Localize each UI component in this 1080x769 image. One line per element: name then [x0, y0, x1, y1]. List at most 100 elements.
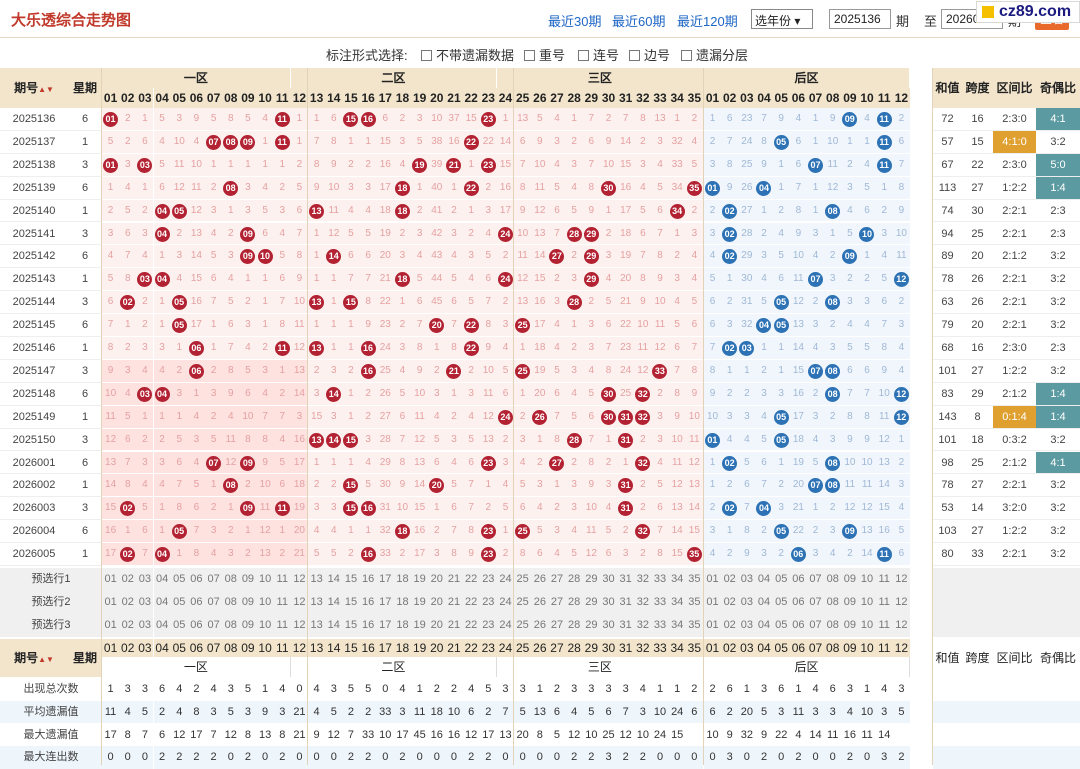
nav-recent-30[interactable]: 最近30期 [548, 14, 602, 29]
preselect-number[interactable]: 20 [428, 613, 446, 637]
preselect-number[interactable]: 31 [617, 613, 635, 637]
preselect-number[interactable]: 08 [824, 590, 842, 614]
preselect-number[interactable]: 23 [479, 590, 497, 614]
preselect-number[interactable]: 28 [565, 613, 583, 637]
preselect-number[interactable]: 08 [824, 568, 842, 591]
preselect-number[interactable]: 11 [875, 613, 893, 637]
preselect-number[interactable]: 06 [789, 590, 807, 614]
checkbox-icon[interactable] [578, 50, 589, 61]
preselect-number[interactable]: 30 [599, 590, 618, 614]
preselect-number[interactable]: 17 [376, 590, 394, 614]
preselect-number[interactable]: 05 [772, 568, 790, 591]
preselect-number[interactable]: 02 [721, 590, 739, 614]
preselect-number[interactable]: 16 [359, 613, 377, 637]
preselect-number[interactable]: 24 [496, 613, 515, 637]
preselect-number[interactable]: 16 [359, 568, 377, 591]
preselect-number[interactable]: 12 [290, 568, 309, 591]
preselect-number[interactable]: 02 [721, 568, 739, 591]
preselect-number[interactable]: 24 [496, 568, 515, 591]
preselect-number[interactable]: 33 [651, 590, 669, 614]
preselect-number[interactable]: 07 [806, 590, 825, 614]
preselect-number[interactable]: 04 [153, 613, 171, 637]
preselect-number[interactable]: 18 [393, 568, 412, 591]
preselect-number[interactable]: 13 [308, 568, 326, 591]
preselect-number[interactable]: 02 [119, 568, 137, 591]
preselect-number[interactable]: 10 [858, 613, 876, 637]
preselect-number[interactable]: 21 [445, 590, 463, 614]
preselect-number[interactable]: 01 [102, 568, 120, 591]
preselect-number[interactable]: 04 [153, 568, 171, 591]
preselect-number[interactable]: 30 [599, 568, 618, 591]
preselect-number[interactable]: 12 [290, 590, 309, 614]
preselect-number[interactable]: 12 [892, 613, 910, 637]
preselect-number[interactable]: 34 [668, 613, 686, 637]
preselect-number[interactable]: 25 [514, 568, 532, 591]
preselect-number[interactable]: 29 [582, 590, 600, 614]
preselect-number[interactable]: 29 [582, 568, 600, 591]
preselect-number[interactable]: 06 [187, 568, 205, 591]
preselect-number[interactable]: 04 [755, 568, 773, 591]
preselect-number[interactable]: 07 [205, 613, 223, 637]
preselect-number[interactable]: 03 [738, 613, 756, 637]
option-consecutive[interactable]: 连号 [578, 45, 619, 64]
preselect-number[interactable]: 20 [428, 590, 446, 614]
preselect-number[interactable]: 15 [342, 568, 360, 591]
preselect-number[interactable]: 03 [136, 590, 154, 614]
preselect-number[interactable]: 32 [634, 613, 652, 637]
preselect-number[interactable]: 21 [445, 568, 463, 591]
preselect-number[interactable]: 01 [703, 568, 722, 591]
checkbox-icon[interactable] [524, 50, 535, 61]
preselect-number[interactable]: 26 [531, 568, 549, 591]
option-miss-layer[interactable]: 遗漏分层 [681, 45, 748, 64]
option-edge[interactable]: 边号 [629, 45, 670, 64]
sort-icon[interactable]: ▲▼ [38, 85, 54, 94]
checkbox-icon[interactable] [421, 50, 432, 61]
preselect-number[interactable]: 19 [411, 613, 429, 637]
preselect-number[interactable]: 12 [892, 568, 910, 591]
preselect-number[interactable]: 14 [325, 613, 343, 637]
preselect-number[interactable]: 31 [617, 568, 635, 591]
preselect-number[interactable]: 31 [617, 590, 635, 614]
preselect-number[interactable]: 11 [273, 590, 291, 614]
preselect-number[interactable]: 33 [651, 568, 669, 591]
preselect-number[interactable]: 35 [685, 613, 703, 637]
preselect-number[interactable]: 13 [308, 590, 326, 614]
preselect-number[interactable]: 06 [187, 613, 205, 637]
preselect-number[interactable]: 14 [325, 568, 343, 591]
preselect-number[interactable]: 07 [806, 613, 825, 637]
preselect-number[interactable]: 11 [875, 568, 893, 591]
preselect-number[interactable]: 33 [651, 613, 669, 637]
preselect-number[interactable]: 01 [703, 590, 722, 614]
preselect-number[interactable]: 09 [841, 590, 859, 614]
preselect-number[interactable]: 07 [205, 590, 223, 614]
preselect-number[interactable]: 08 [222, 613, 240, 637]
preselect-number[interactable]: 21 [445, 613, 463, 637]
option-repeat[interactable]: 重号 [524, 45, 565, 64]
preselect-number[interactable]: 34 [668, 568, 686, 591]
checkbox-icon[interactable] [681, 50, 692, 61]
preselect-number[interactable]: 02 [119, 590, 137, 614]
preselect-number[interactable]: 17 [376, 613, 394, 637]
year-select[interactable]: 选年份 ▾ [751, 9, 813, 29]
preselect-number[interactable]: 03 [738, 590, 756, 614]
preselect-number[interactable]: 08 [222, 590, 240, 614]
preselect-number[interactable]: 19 [411, 590, 429, 614]
preselect-number[interactable]: 10 [858, 568, 876, 591]
preselect-number[interactable]: 30 [599, 613, 618, 637]
preselect-number[interactable]: 05 [772, 590, 790, 614]
preselect-number[interactable]: 35 [685, 590, 703, 614]
preselect-number[interactable]: 10 [256, 568, 274, 591]
preselect-number[interactable]: 08 [222, 568, 240, 591]
preselect-number[interactable]: 05 [170, 613, 188, 637]
preselect-number[interactable]: 09 [239, 613, 257, 637]
preselect-number[interactable]: 24 [496, 590, 515, 614]
preselect-number[interactable]: 27 [548, 613, 566, 637]
preselect-number[interactable]: 03 [738, 568, 756, 591]
preselect-number[interactable]: 34 [668, 590, 686, 614]
preselect-number[interactable]: 10 [858, 590, 876, 614]
preselect-number[interactable]: 11 [875, 590, 893, 614]
option-no-miss-data[interactable]: 不带遗漏数据 [421, 45, 514, 64]
preselect-number[interactable]: 11 [273, 568, 291, 591]
preselect-number[interactable]: 32 [634, 568, 652, 591]
preselect-number[interactable]: 04 [153, 590, 171, 614]
